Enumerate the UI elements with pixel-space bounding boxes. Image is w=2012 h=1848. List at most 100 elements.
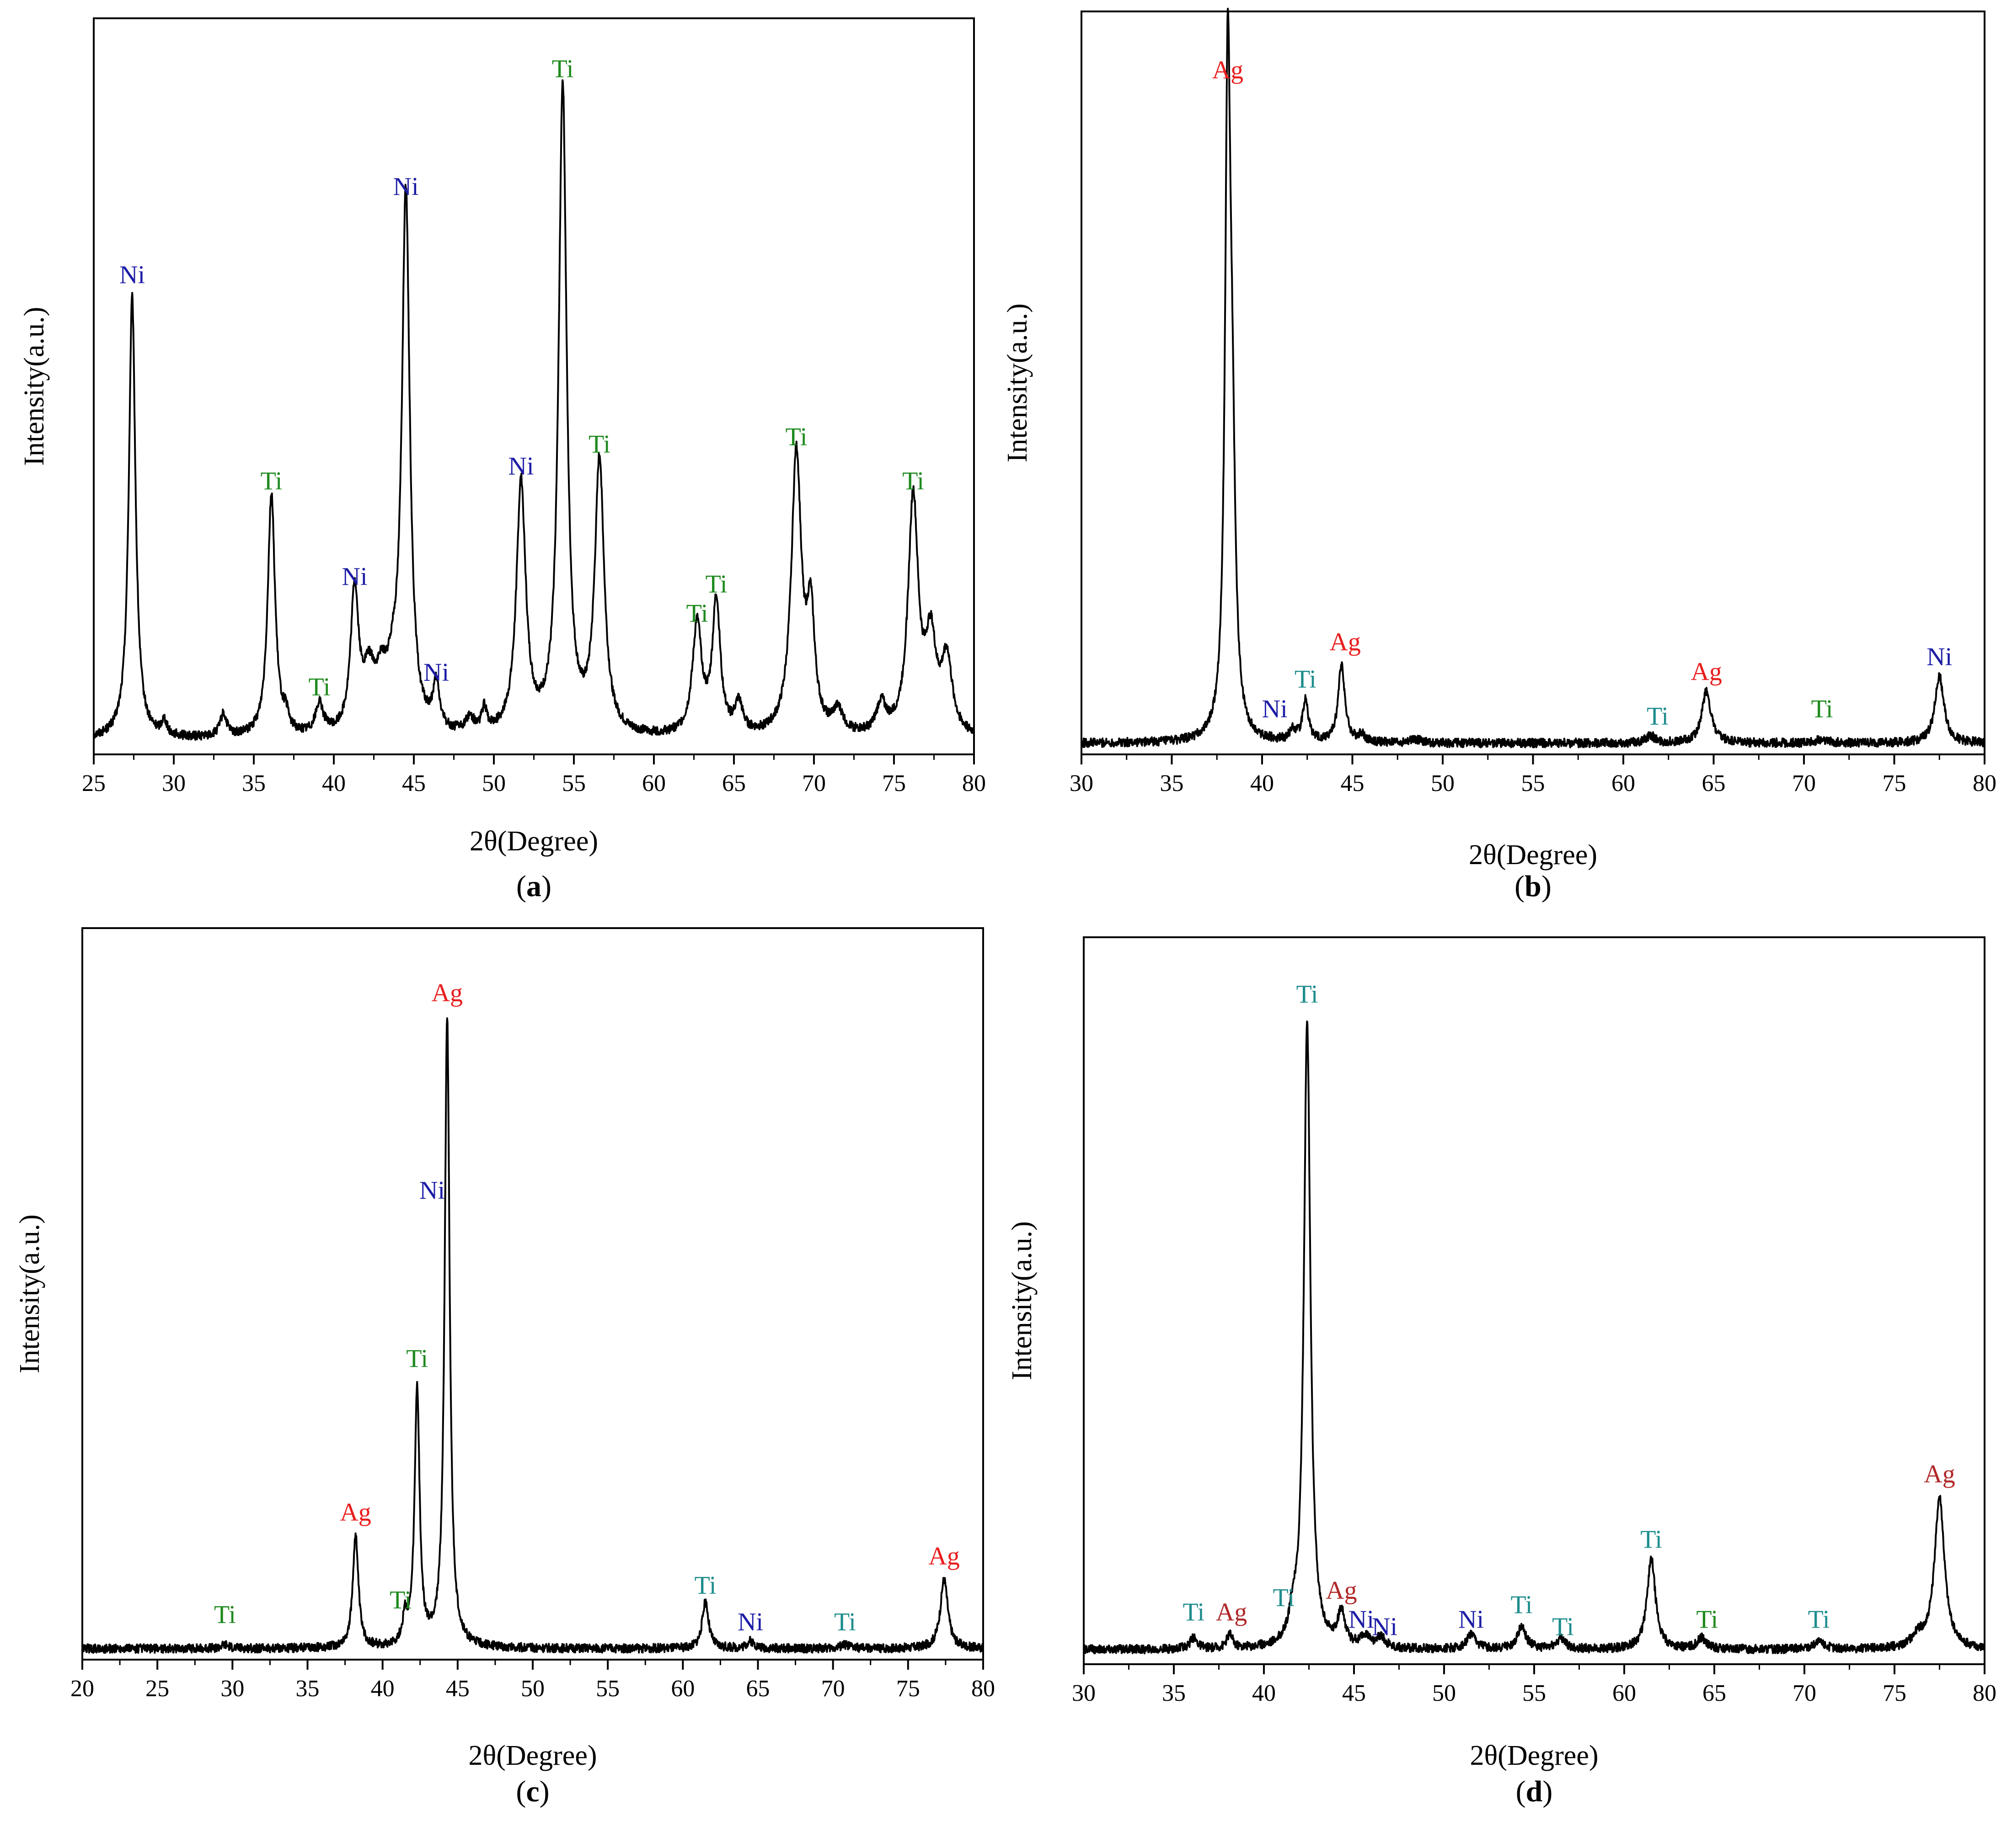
peak-label-ti: Ti bbox=[1640, 1526, 1662, 1554]
x-tick-label: 65 bbox=[1702, 1680, 1726, 1706]
xrd-series-line bbox=[93, 79, 975, 741]
peak-label-ag: Ag bbox=[1924, 1460, 1955, 1489]
peak-label-ag: Ag bbox=[340, 1498, 371, 1527]
peak-label-ag: Ag bbox=[432, 979, 463, 1007]
x-tick-label: 35 bbox=[296, 1676, 320, 1702]
x-tick-label: 60 bbox=[642, 770, 666, 796]
x-tick-label: 75 bbox=[1883, 770, 1906, 796]
x-tick-label: 35 bbox=[1160, 770, 1184, 796]
peak-label-ag: Ag bbox=[1329, 628, 1360, 657]
plot-frame bbox=[81, 927, 984, 1661]
peak-label-ti: Ti bbox=[214, 1601, 236, 1629]
peak-label-ag: Ag bbox=[1691, 658, 1722, 686]
panel-c: 20 25 30 35 40 45 50 55 60 65 70 75 80 2θ(Degree) Inte… bbox=[14, 927, 995, 1808]
peak-label-ni: Ni bbox=[1262, 695, 1288, 723]
peak-label-ni: Ni bbox=[508, 452, 534, 481]
y-axis-title: Intensity(a.u.) bbox=[19, 307, 50, 466]
x-tick-label: 20 bbox=[70, 1676, 94, 1702]
y-axis-title: Intensity(a.u.) bbox=[1006, 1221, 1038, 1380]
peak-label-ti: Ti bbox=[706, 570, 728, 598]
panel-caption: (a) bbox=[516, 870, 551, 903]
peak-label-ti: Ti bbox=[1273, 1584, 1295, 1612]
peak-label-ni: Ni bbox=[1458, 1606, 1484, 1634]
peak-label-ti: Ti bbox=[1296, 980, 1318, 1009]
peak-label-ag: Ag bbox=[928, 1542, 959, 1570]
peak-label-ti: Ti bbox=[406, 1345, 428, 1373]
x-tick-label: 40 bbox=[371, 1676, 395, 1702]
x-tick-label: 45 bbox=[446, 1676, 470, 1702]
peak-label-ti: Ti bbox=[1696, 1606, 1718, 1634]
peak-label-ti: Ti bbox=[390, 1586, 412, 1614]
x-tick-label: 60 bbox=[1612, 1680, 1636, 1706]
peak-label-ti: Ti bbox=[695, 1571, 717, 1600]
x-tick-label: 80 bbox=[1973, 1680, 1996, 1706]
peak-label-ni: Ni bbox=[423, 658, 449, 687]
peak-label-ni: Ni bbox=[419, 1176, 445, 1205]
x-tick-label: 25 bbox=[145, 1676, 169, 1702]
x-tick-label: 35 bbox=[242, 770, 266, 796]
panel-a: 25 30 35 40 45 50 55 60 65 70 75 80 2θ(Degree) Intens… bbox=[19, 17, 986, 903]
peak-label-ag: Ag bbox=[1212, 56, 1243, 84]
x-tick-label: 80 bbox=[971, 1676, 995, 1702]
x-tick-label: 50 bbox=[482, 770, 506, 796]
peak-label-ti: Ti bbox=[589, 430, 610, 459]
x-tick-label: 30 bbox=[220, 1676, 244, 1702]
peak-label-ti: Ti bbox=[1183, 1598, 1204, 1627]
peak-label-ni: Ni bbox=[342, 563, 368, 591]
xrd-series-line bbox=[81, 1017, 984, 1654]
panel-caption: (b) bbox=[1514, 870, 1552, 903]
x-tick-label: 30 bbox=[1072, 1680, 1096, 1706]
x-tick-label: 30 bbox=[1070, 770, 1093, 796]
x-tick-label: 55 bbox=[596, 1676, 620, 1702]
peak-label-ni: Ni bbox=[393, 172, 419, 201]
peak-label-ti: Ti bbox=[552, 55, 574, 83]
x-tick-label: 75 bbox=[1883, 1680, 1906, 1706]
peak-label-ti: Ti bbox=[786, 423, 808, 451]
x-tick-label: 60 bbox=[671, 1676, 695, 1702]
x-tick-label: 70 bbox=[802, 770, 826, 796]
peak-label-ni: Ni bbox=[1926, 643, 1952, 671]
x-tick-label: 65 bbox=[746, 1676, 770, 1702]
peak-label-ti: Ti bbox=[834, 1608, 856, 1636]
y-axis-title: Intensity(a.u.) bbox=[14, 1214, 45, 1373]
x-tick-label: 50 bbox=[521, 1676, 545, 1702]
peak-label-ti: Ti bbox=[1511, 1591, 1533, 1619]
x-tick-label: 40 bbox=[1250, 770, 1274, 796]
peak-label-ti: Ti bbox=[309, 673, 331, 701]
x-tick-label: 65 bbox=[722, 770, 746, 796]
panel-d: 30 35 40 45 50 55 60 65 70 75 80 2θ(Degree) Intensit… bbox=[1006, 936, 1996, 1808]
peak-label-ti: Ti bbox=[686, 599, 708, 628]
x-tick-label: 70 bbox=[1793, 1680, 1816, 1706]
x-tick-label: 80 bbox=[962, 770, 986, 796]
peak-label-ag: Ag bbox=[1326, 1576, 1357, 1605]
panel-caption: (d) bbox=[1516, 1775, 1553, 1808]
x-tick-label: 25 bbox=[82, 770, 106, 796]
peak-label-ni: Ni bbox=[738, 1608, 763, 1636]
peak-label-ni: Ni bbox=[1348, 1606, 1374, 1634]
peak-label-ag: Ag bbox=[1216, 1598, 1247, 1627]
x-tick-label: 75 bbox=[896, 1676, 920, 1702]
peak-label-ti: Ti bbox=[1808, 1606, 1830, 1634]
x-tick-label: 70 bbox=[821, 1676, 845, 1702]
panel-caption: (c) bbox=[516, 1775, 549, 1808]
x-tick-label: 80 bbox=[1973, 770, 1996, 796]
plot-frame bbox=[1081, 11, 1985, 755]
peak-label-ti: Ti bbox=[1295, 665, 1316, 694]
peak-label-ti: Ti bbox=[1811, 695, 1833, 723]
peak-label-ni: Ni bbox=[119, 261, 145, 289]
peak-label-ti: Ti bbox=[1552, 1613, 1574, 1641]
x-axis-title: 2θ(Degree) bbox=[470, 826, 598, 857]
peak-label-ni: Ni bbox=[1372, 1613, 1397, 1641]
y-axis-title: Intensity(a.u.) bbox=[1002, 304, 1033, 463]
x-tick-label: 55 bbox=[1521, 770, 1545, 796]
xrd-series-line bbox=[1081, 7, 1985, 748]
x-tick-label: 70 bbox=[1792, 770, 1816, 796]
peak-label-ti: Ti bbox=[261, 467, 283, 495]
x-axis-title: 2θ(Degree) bbox=[1470, 1740, 1599, 1771]
x-tick-label: 45 bbox=[1341, 770, 1365, 796]
x-tick-label: 35 bbox=[1162, 1680, 1186, 1706]
xrd-series-line bbox=[1083, 1020, 1985, 1655]
x-tick-label: 55 bbox=[1522, 1680, 1546, 1706]
